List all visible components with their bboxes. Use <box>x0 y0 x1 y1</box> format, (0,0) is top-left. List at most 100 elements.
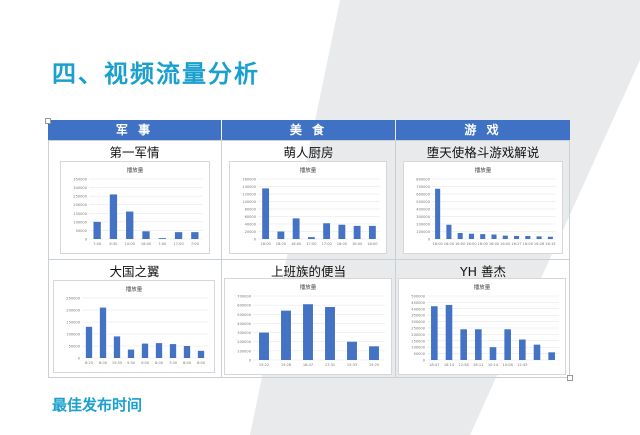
y-tick-label: 0 <box>254 238 257 242</box>
x-tick-label: 12:58 <box>458 363 469 367</box>
x-tick-label: 10:00 <box>125 242 136 246</box>
y-tick-label: 150000 <box>411 339 425 343</box>
y-tick-label: 500000 <box>237 313 251 317</box>
bar <box>446 224 452 239</box>
x-tick-label: 18:00 <box>276 242 287 246</box>
y-tick-label: 250000 <box>73 195 87 199</box>
table-divider <box>395 140 396 378</box>
y-tick-label: 250000 <box>411 327 425 331</box>
bar <box>169 344 177 358</box>
x-tick-label: 16:00 <box>478 242 489 246</box>
y-tick-label: 200000 <box>416 223 430 227</box>
bar <box>468 233 474 239</box>
y-tick-label: 100000 <box>416 230 430 234</box>
bar <box>85 326 93 358</box>
y-tick-label: 600000 <box>237 304 251 308</box>
bar <box>435 188 441 239</box>
y-tick-label: 40000 <box>245 223 257 227</box>
x-tick-label: 18:00 <box>432 242 443 246</box>
y-tick-label: 500000 <box>416 200 430 204</box>
x-tick-label: 17:00 <box>321 242 332 246</box>
bar <box>303 304 313 360</box>
y-tick-label: 500000 <box>411 295 425 299</box>
x-tick-label: 15:22 <box>259 363 269 367</box>
x-tick-label: 18:47 <box>303 363 313 367</box>
chart-yhshanjie: 播放量 0 50000 100000 150000 200000 250000 300000 3… <box>398 278 566 375</box>
x-tick-label: 15:55 <box>112 361 122 365</box>
y-tick-label: 350000 <box>73 178 87 182</box>
chart-title: 播放量 <box>475 166 492 174</box>
x-tick-label: 8:00 <box>183 361 192 365</box>
y-tick-label: 100000 <box>242 200 256 204</box>
bar <box>504 329 511 360</box>
x-tick-label: 16:00 <box>466 242 477 246</box>
x-tick-label: 10:14 <box>488 363 499 367</box>
chart-diyijunqing: 播放量 0 50000 100000 150000 200000 250000 300000 3… <box>60 161 210 254</box>
slide-title: 四、视频流量分析 <box>52 60 260 88</box>
x-tick-label: 16:00 <box>455 242 466 246</box>
x-tick-label: 10:08 <box>502 363 513 367</box>
bar <box>525 236 531 239</box>
y-tick-label: 700000 <box>416 185 430 189</box>
bar <box>93 221 101 239</box>
chart-title: 播放量 <box>474 283 491 291</box>
bar <box>548 352 555 360</box>
table-divider <box>569 140 570 378</box>
footer-label: 最佳发布时间 <box>52 396 143 414</box>
y-tick-label: 300000 <box>411 320 425 324</box>
bar <box>536 236 542 239</box>
y-tick-label: 0 <box>78 357 81 361</box>
x-tick-label: 7:00 <box>191 242 200 246</box>
chart-title: 播放量 <box>127 166 144 174</box>
bar <box>307 237 315 239</box>
x-tick-label: 18:00 <box>337 242 348 246</box>
bar <box>127 349 135 358</box>
y-tick-label: 300000 <box>237 331 251 335</box>
bar <box>519 339 526 360</box>
y-tick-label: 160000 <box>242 178 256 182</box>
bar <box>445 304 453 360</box>
content-table: 军 事 美 食 游 戏 第一军情 萌人厨房 堕天使格斗游戏解说 大国之翼 上班族… <box>48 120 570 378</box>
bar <box>191 232 199 239</box>
x-tick-label: 5:00 <box>141 361 150 365</box>
bar <box>99 307 107 358</box>
bar <box>126 211 134 239</box>
cell-title-mengren-chufang: 萌人厨房 <box>283 145 334 160</box>
x-tick-label: 16:00 <box>260 242 271 246</box>
chart-title: 播放量 <box>300 283 317 291</box>
chart-title: 播放量 <box>126 285 143 293</box>
table-move-handle[interactable] <box>45 118 51 124</box>
x-tick-label: 18:14 <box>444 363 455 367</box>
x-tick-label: 7:00 <box>93 242 102 246</box>
bar <box>338 224 346 239</box>
x-tick-label: 6:00 <box>99 361 108 365</box>
y-tick-label: 300000 <box>73 186 87 190</box>
bar <box>277 231 285 239</box>
y-tick-label: 120000 <box>242 193 256 197</box>
x-tick-label: 18:11 <box>473 363 483 367</box>
x-tick-label: 16:27 <box>511 242 521 246</box>
x-tick-label: 18:00 <box>367 242 378 246</box>
cell-title-yhshanjie: YH 善杰 <box>459 264 506 279</box>
y-tick-label: 600000 <box>416 193 430 197</box>
bar <box>325 306 335 360</box>
bar <box>109 194 118 239</box>
bar <box>347 341 357 360</box>
x-tick-label: 18:00 <box>352 242 363 246</box>
bar <box>174 232 183 239</box>
table-resize-handle[interactable] <box>567 375 573 381</box>
bar <box>491 234 497 239</box>
chart-daguozhiyi: 播放量 0 50000 100000 150000 200000 250000 6:25 6:0… <box>53 280 215 373</box>
bar <box>475 329 482 360</box>
y-tick-label: 350000 <box>411 314 425 318</box>
y-tick-label: 20000 <box>245 230 257 234</box>
bar <box>514 236 520 239</box>
table-divider <box>221 140 222 378</box>
x-tick-label: 15:25 <box>369 363 379 367</box>
x-tick-label: 17:00 <box>173 242 184 246</box>
y-tick-label: 0 <box>428 238 431 242</box>
bar <box>533 344 541 360</box>
cell-title-shangbanzu: 上班族的便当 <box>270 264 346 279</box>
header-food: 美 食 <box>222 120 395 140</box>
x-tick-label: 18:47 <box>429 363 439 367</box>
